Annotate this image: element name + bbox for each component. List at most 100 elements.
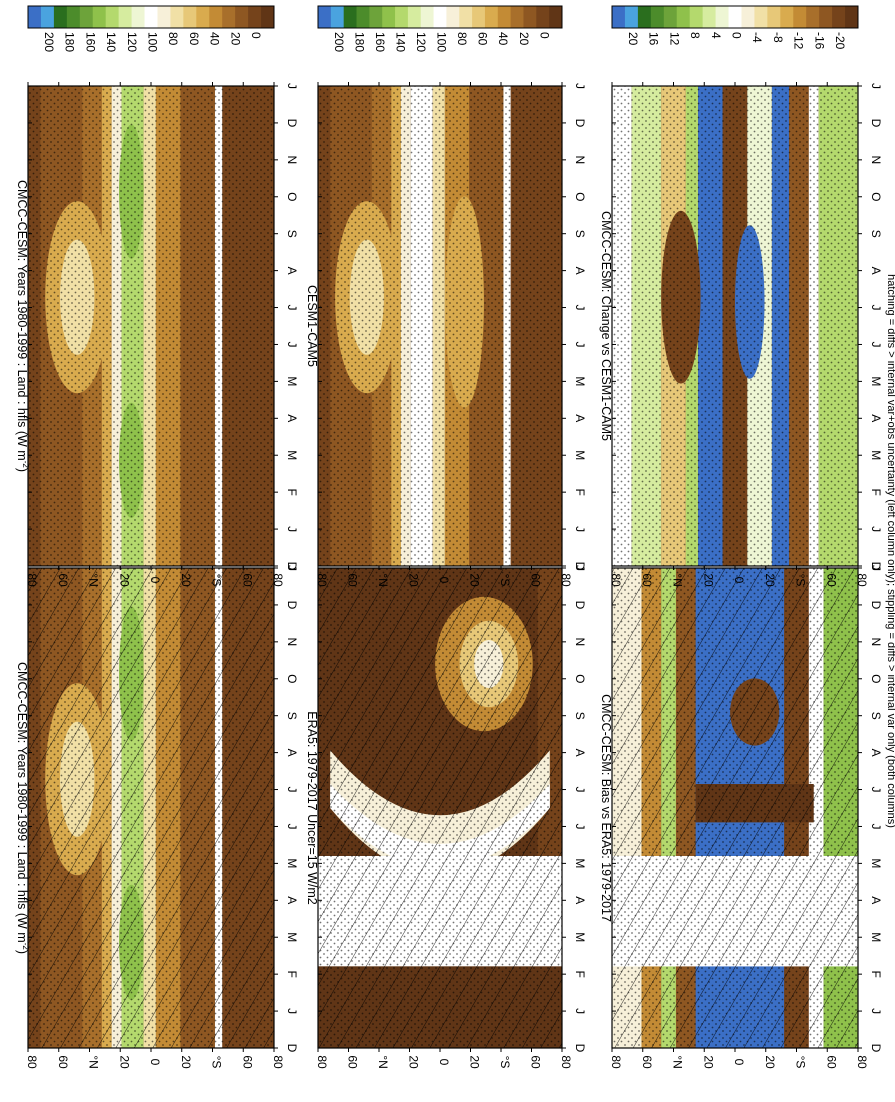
colorbar-swatch [845, 6, 859, 28]
colorbar-swatch [395, 6, 409, 28]
colorbar-swatch [209, 6, 223, 28]
colorbar-swatch [330, 6, 345, 28]
lat-label: 0 [148, 1059, 162, 1066]
month-label: O [869, 192, 883, 201]
month-label: A [573, 414, 587, 422]
month-label: J [285, 565, 299, 571]
colorbar-swatch [715, 6, 730, 28]
lat-label: 20 [179, 573, 193, 587]
colorbar-swatch [369, 6, 383, 28]
colorbar-swatch [433, 6, 447, 28]
colorbar-tick-label: 120 [125, 32, 139, 52]
colorbar-swatch [806, 6, 820, 28]
lat-label: 80 [609, 573, 623, 587]
month-label: A [285, 749, 299, 757]
colorbar-frame [27, 5, 275, 29]
lat-label: 60 [240, 1055, 254, 1069]
month-label: F [869, 970, 883, 977]
lat-label: 0 [437, 1059, 451, 1066]
colorbar-tick-label: 4 [709, 32, 723, 39]
month-label: M [869, 376, 883, 386]
month-label: J [573, 1008, 587, 1014]
month-label: D [573, 562, 587, 571]
month-label: S [573, 230, 587, 238]
lat-label: 80 [25, 1055, 39, 1069]
lat-label: 60 [240, 573, 254, 587]
month-label: D [285, 562, 299, 571]
month-label: D [573, 1044, 587, 1053]
month-label: A [285, 896, 299, 904]
colorbar-tick-label: 120 [414, 32, 428, 52]
lat-label: 0 [437, 577, 451, 584]
colorbar-tick-label: 16 [647, 32, 661, 46]
colorbar-swatch [118, 6, 133, 28]
lat-label: 0 [148, 577, 162, 584]
lat-label: 20 [468, 1055, 482, 1069]
colorbar-frame [611, 5, 859, 29]
colorbar-swatch [523, 6, 537, 28]
month-label: J [573, 526, 587, 532]
month-label: A [869, 749, 883, 757]
colorbar-tick-label: 0 [249, 32, 263, 39]
month-label: S [869, 712, 883, 720]
month-label: F [573, 970, 587, 977]
colorbar-tick-label: 40 [208, 32, 222, 46]
stippling [612, 86, 858, 566]
colorbar-swatch [28, 6, 42, 28]
colorbar-swatch [624, 6, 639, 28]
month-label: S [285, 230, 299, 238]
lat-label: 60 [346, 1055, 360, 1069]
month-label: A [573, 267, 587, 275]
month-label: M [573, 858, 587, 868]
colorbar-swatch [650, 6, 665, 28]
lat-label: 0 [732, 1059, 746, 1066]
month-label: N [285, 156, 299, 165]
month-label: N [573, 156, 587, 165]
lat-label: 60 [529, 573, 543, 587]
month-label: J [573, 787, 587, 793]
month-label: S [869, 230, 883, 238]
month-label: J [573, 83, 587, 89]
panel-title-end: ) [15, 468, 29, 472]
month-label: J [869, 526, 883, 532]
colorbar-swatch [510, 6, 524, 28]
month-label: O [573, 192, 587, 201]
month-label: O [285, 674, 299, 683]
panel-title: CMCC-CESM: Years 1980-1999 : Land : hfls… [15, 662, 30, 954]
lat-label: °N [671, 573, 685, 586]
lat-label: 80 [25, 573, 39, 587]
colorbar-swatch [92, 6, 107, 28]
month-label: D [285, 119, 299, 128]
colorbar-tick-label: 200 [42, 32, 56, 52]
colorbar-tick-label: 160 [83, 32, 97, 52]
lat-label: °S [794, 1056, 808, 1069]
colorbar-tick-label: 8 [688, 32, 702, 39]
lat-label: 80 [559, 573, 573, 587]
lat-label: 80 [271, 1055, 285, 1069]
colorbar-swatch [832, 6, 846, 28]
month-label: M [285, 932, 299, 942]
colorbar-swatch [235, 6, 249, 28]
colorbar-swatch [79, 6, 94, 28]
colorbar-swatch [472, 6, 486, 28]
month-label: N [285, 638, 299, 647]
lat-label: 20 [407, 573, 421, 587]
colorbar-tick-label: 0 [537, 32, 551, 39]
lat-label: 60 [640, 573, 654, 587]
colorbar-tick-label: -8 [771, 32, 785, 43]
colorbar-swatch [741, 6, 755, 28]
month-label: D [285, 1044, 299, 1053]
lat-label: 20 [763, 1055, 777, 1069]
colorbar-swatch [689, 6, 704, 28]
month-label: J [869, 83, 883, 89]
colorbar-frame [317, 5, 563, 29]
colorbar-tick-label: 160 [373, 32, 387, 52]
colorbar-swatch [261, 6, 275, 28]
hatching [28, 568, 274, 1048]
panel-title-text: CMCC-CESM: Years 1980-1999 : Land : hfls… [15, 180, 29, 461]
colorbar-swatch [536, 6, 550, 28]
